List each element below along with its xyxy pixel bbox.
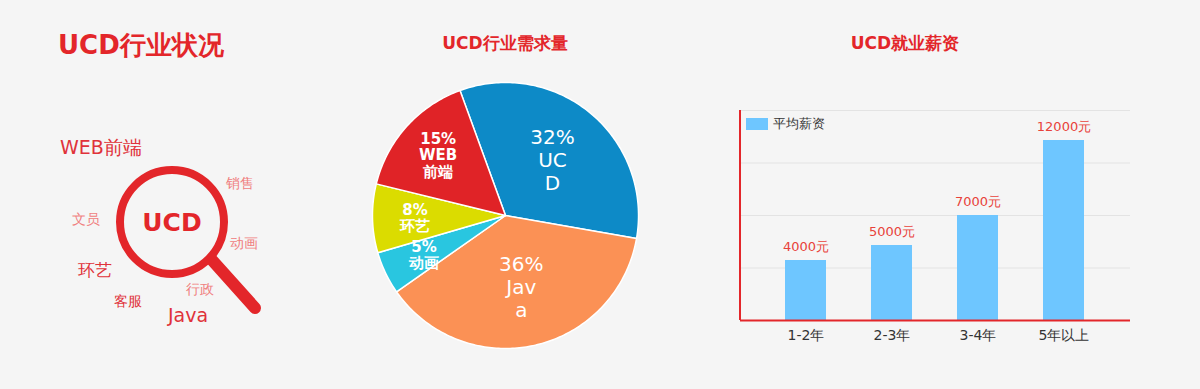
svg-text:1-2年: 1-2年 xyxy=(788,327,825,343)
svg-text:行政: 行政 xyxy=(186,281,214,297)
svg-text:环艺: 环艺 xyxy=(78,260,112,280)
html-text:UCD行业需求量: UCD行业需求量 xyxy=(442,33,568,53)
svg-text:36%Java: 36%Java xyxy=(499,252,543,322)
svg-text:WEB前端: WEB前端 xyxy=(60,136,142,158)
html-text:UCD行业状况: UCD行业状况 xyxy=(58,30,224,60)
svg-text:5000元: 5000元 xyxy=(869,224,915,239)
svg-text:3-4年: 3-4年 xyxy=(960,327,997,343)
svg-text:Java: Java xyxy=(167,304,208,326)
svg-text:动画: 动画 xyxy=(230,235,258,251)
svg-text:2-3年: 2-3年 xyxy=(874,327,911,343)
svg-text:12000元: 12000元 xyxy=(1037,119,1091,134)
svg-text:15%WEB前端: 15%WEB前端 xyxy=(419,130,457,181)
html-text:平均薪资: 平均薪资 xyxy=(773,116,825,131)
svg-text:32%UCD: 32%UCD xyxy=(530,125,574,195)
svg-text:8%环艺: 8%环艺 xyxy=(399,201,430,236)
svg-text:5%动画: 5%动画 xyxy=(408,238,439,273)
svg-text:7000元: 7000元 xyxy=(955,194,1001,209)
svg-text:客服: 客服 xyxy=(114,293,142,309)
html-text:UCD就业薪资: UCD就业薪资 xyxy=(850,33,960,53)
svg-text:UCD: UCD xyxy=(142,208,201,237)
svg-text:5年以上: 5年以上 xyxy=(1039,327,1090,343)
svg-text:文员: 文员 xyxy=(72,211,100,227)
svg-text:4000元: 4000元 xyxy=(783,239,829,254)
svg-text:销售: 销售 xyxy=(225,175,254,191)
